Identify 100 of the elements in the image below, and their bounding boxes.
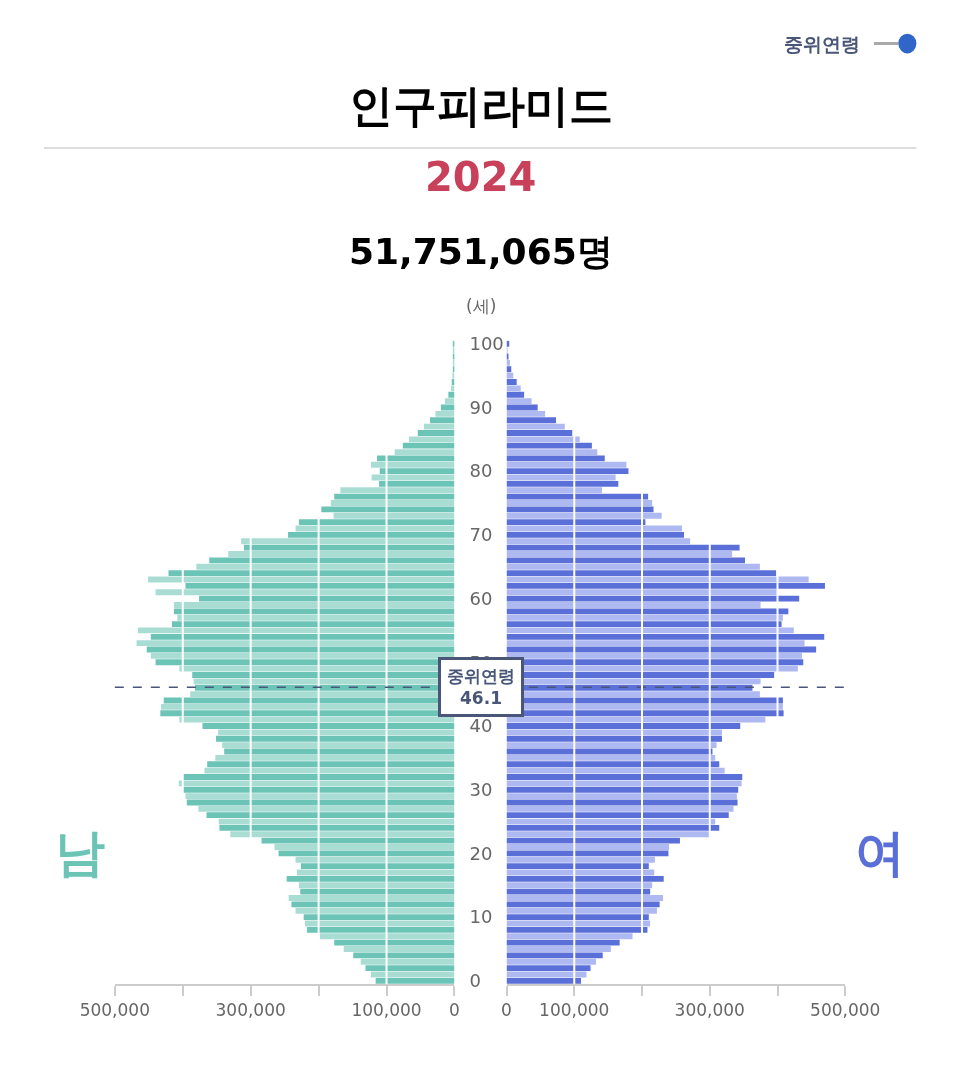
- bar: [307, 926, 455, 933]
- bar: [435, 410, 455, 417]
- y-tick-label: 100: [469, 333, 504, 355]
- y-tick-label: 40: [469, 715, 493, 737]
- bar: [506, 544, 740, 551]
- bar: [506, 914, 649, 921]
- ref-line-label: 중위연령 46.1: [447, 666, 515, 709]
- bar: [506, 359, 510, 366]
- bar: [506, 493, 649, 500]
- bar: [506, 825, 720, 831]
- bar: [216, 735, 455, 742]
- bar: [506, 856, 655, 863]
- bar: [209, 557, 455, 564]
- bar: [506, 729, 722, 736]
- bar: [506, 926, 648, 933]
- bar: [506, 538, 691, 545]
- y-tick-label: 90: [469, 396, 493, 418]
- x-tick-label: 100,000: [539, 1000, 610, 1021]
- bar: [150, 652, 455, 659]
- bar: [330, 500, 455, 506]
- bar: [241, 538, 455, 545]
- bar: [506, 563, 760, 570]
- bar: [506, 754, 716, 761]
- y-tick-label: 70: [469, 524, 493, 546]
- bar: [408, 436, 455, 443]
- bar: [506, 875, 664, 882]
- bar: [506, 723, 741, 729]
- bar: [506, 385, 521, 392]
- bar: [506, 480, 619, 487]
- bar: [228, 551, 455, 557]
- bar: [506, 716, 766, 723]
- bar: [185, 793, 455, 800]
- bar: [506, 933, 633, 940]
- bar: [300, 863, 455, 870]
- bar: [506, 939, 620, 946]
- bar: [506, 958, 596, 965]
- bar: [506, 882, 653, 889]
- bar: [370, 461, 455, 468]
- bar: [171, 621, 455, 627]
- bar: [448, 391, 455, 398]
- bar: [506, 602, 761, 608]
- bar: [506, 468, 629, 475]
- bar: [243, 544, 455, 551]
- bar: [506, 551, 733, 557]
- bar: [506, 640, 805, 647]
- bar: [198, 805, 455, 812]
- bar: [343, 946, 455, 952]
- bar: [321, 506, 455, 513]
- bar: [506, 461, 627, 468]
- bar: [506, 506, 654, 513]
- bar: [288, 895, 455, 901]
- bar: [178, 780, 455, 787]
- bar: [288, 531, 455, 538]
- bar: [417, 430, 455, 436]
- bar: [168, 570, 455, 577]
- bar: [230, 831, 455, 838]
- bar: [196, 563, 455, 570]
- bar: [506, 793, 737, 800]
- bar: [204, 767, 455, 774]
- bar: [444, 398, 455, 405]
- bar: [155, 589, 455, 596]
- bar: [506, 735, 722, 742]
- bar: [222, 742, 455, 749]
- y-tick-label: 60: [469, 587, 493, 609]
- series-label: 남: [55, 824, 105, 882]
- bar: [182, 786, 455, 793]
- bar: [286, 875, 455, 882]
- bar: [506, 430, 573, 436]
- bar: [506, 805, 734, 812]
- y-tick-label: 0: [469, 970, 481, 992]
- x-tick-label: 0: [501, 1000, 512, 1021]
- bar: [506, 410, 546, 417]
- bar: [506, 742, 717, 749]
- bar: [506, 442, 592, 449]
- bar: [506, 531, 685, 538]
- bar: [173, 602, 455, 608]
- bar: [506, 379, 517, 385]
- bar: [182, 774, 455, 780]
- bar: [506, 946, 611, 952]
- bar: [430, 417, 455, 424]
- bar: [506, 589, 778, 596]
- bar: [506, 557, 745, 564]
- bar: [506, 831, 710, 838]
- bar: [150, 633, 455, 640]
- y-axis-title: (세): [466, 296, 497, 316]
- bar: [506, 614, 783, 621]
- bar: [206, 812, 455, 819]
- bar: [506, 512, 662, 519]
- x-tick-label: 300,000: [215, 1000, 286, 1021]
- y-tick-label: 30: [469, 779, 493, 801]
- bar: [506, 570, 777, 577]
- bar: [506, 487, 603, 494]
- bar: [506, 652, 802, 659]
- bar: [177, 614, 455, 621]
- bar: [451, 385, 455, 392]
- bar: [506, 633, 825, 640]
- bar: [278, 850, 455, 857]
- bar: [452, 372, 455, 379]
- bar: [506, 952, 603, 959]
- bar: [375, 977, 455, 984]
